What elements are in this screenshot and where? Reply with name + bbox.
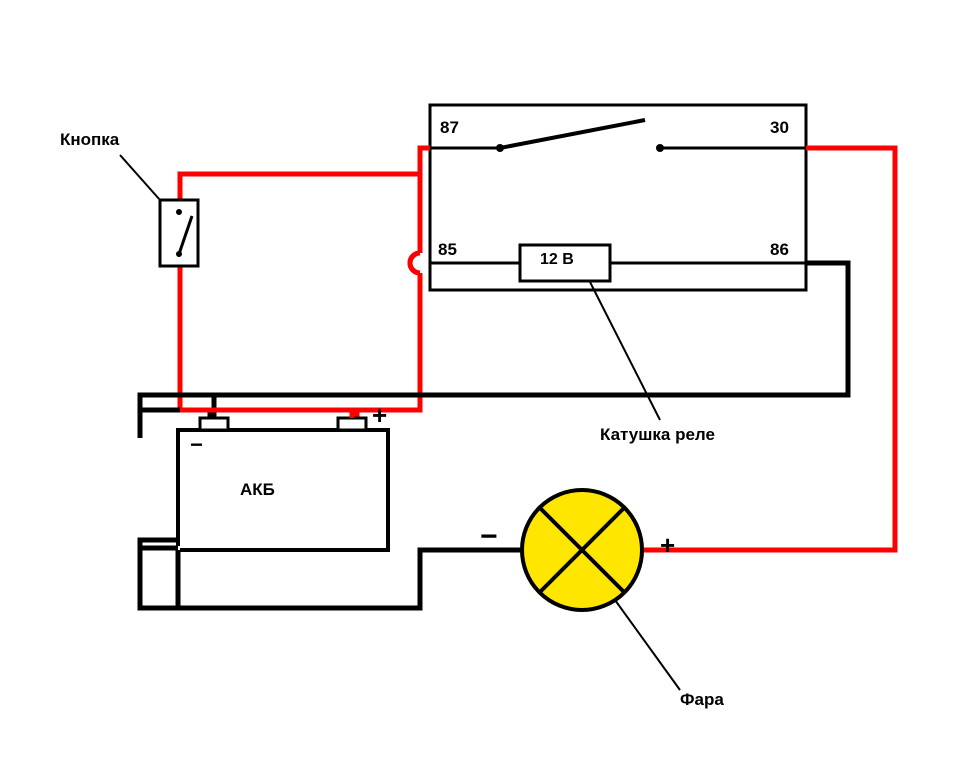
battery-box	[178, 430, 388, 550]
battery-plus-label: +	[372, 400, 387, 431]
pin86-label: 86	[770, 240, 789, 260]
relay-coil-label: Катушка реле	[600, 425, 715, 445]
coil-voltage-label: 12 В	[540, 251, 574, 269]
lamp-label: Фара	[680, 690, 724, 710]
pin87-label: 87	[440, 118, 459, 138]
lamp-minus-label: −	[480, 520, 498, 554]
button-leader	[120, 155, 160, 200]
lamp-plus-label: +	[660, 530, 675, 561]
button-label: Кнопка	[60, 130, 119, 150]
battery-label: АКБ	[240, 480, 275, 500]
circuit-diagram	[0, 0, 960, 777]
pin30-label: 30	[770, 118, 789, 138]
coil-leader	[590, 282, 660, 420]
lamp-leader	[615, 600, 680, 690]
pin85-label: 85	[438, 240, 457, 260]
battery-minus-label: −	[190, 432, 203, 458]
